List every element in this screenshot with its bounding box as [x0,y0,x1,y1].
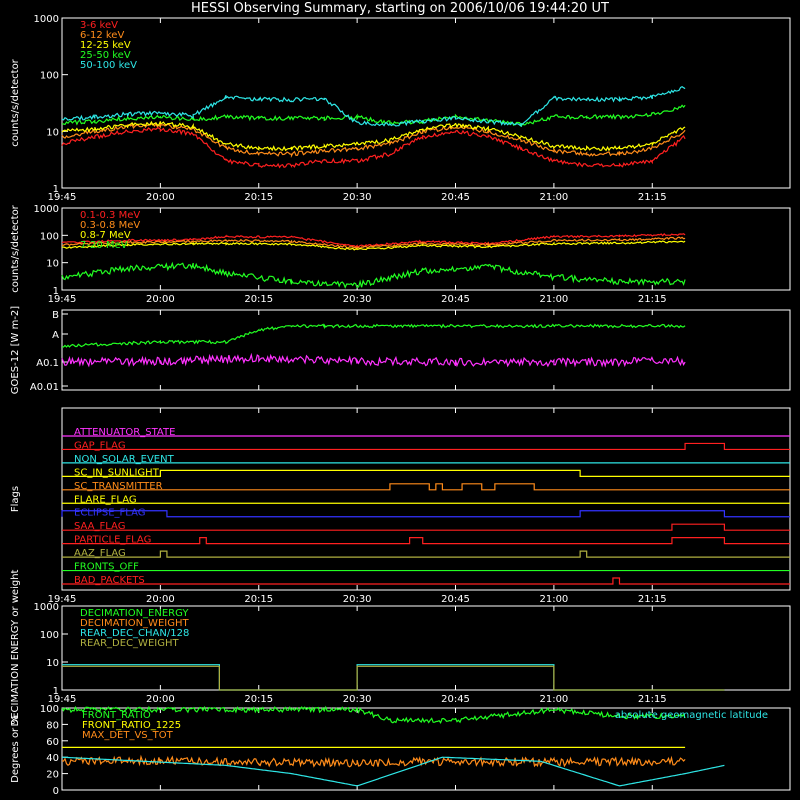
y-axis-label: Degrees or % [10,715,21,783]
y-tick-label: B [52,310,59,321]
y-tick-label: 10 [46,127,59,138]
x-tick-label: 20:30 [343,694,372,705]
panel-frame-1 [62,18,790,188]
x-tick-label: 20:15 [244,594,273,605]
series-line-goes [62,355,685,366]
flag-line [62,578,790,584]
x-tick-label: 21:00 [539,294,568,305]
x-tick-label: 21:15 [638,294,667,305]
legend-entry: MAX_DET_VS_TOT [82,730,174,741]
x-tick-label: 21:15 [638,694,667,705]
panel-frame-2 [62,208,790,290]
y-tick-label: 1 [53,184,59,195]
flag-line [62,524,790,530]
flag-line [62,443,790,449]
flag-line [62,484,790,490]
y-tick-label: 1000 [34,602,59,613]
y-tick-label: 60 [46,737,59,748]
flag-label: ECLIPSE_FLAG [74,508,145,519]
x-tick-label: 21:00 [539,594,568,605]
y-axis-label: Flags [10,486,21,512]
x-tick-label: 20:15 [244,192,273,203]
y-tick-label: 20 [46,770,59,781]
y-tick-label: 1 [53,286,59,297]
y-tick-label: 1 [53,686,59,697]
y-tick-label: 80 [46,720,59,731]
series-line-0-1-0-3-MeV [62,234,685,247]
x-tick-label: 21:15 [638,594,667,605]
x-tick-label: 20:45 [441,694,470,705]
x-tick-label: 20:00 [146,294,175,305]
series-line-decimation [62,666,724,690]
annotation: absolute geomagnetic latitude [615,710,768,721]
x-tick-label: 21:00 [539,694,568,705]
y-tick-label: 100 [40,704,59,715]
y-tick-label: 1000 [34,14,59,25]
y-tick-label: 10 [46,658,59,669]
series-line-decimation [62,665,724,690]
y-axis-label: counts/s/detector [10,204,21,292]
y-axis-label: DECIMATION ENERGY or weight [10,569,21,726]
x-tick-label: 20:45 [441,594,470,605]
x-tick-label: 20:30 [343,192,372,203]
y-tick-label: 100 [40,231,59,242]
y-tick-label: 40 [46,753,59,764]
y-tick-label: 10 [46,259,59,270]
x-tick-label: 20:15 [244,694,273,705]
legend-entry: 50-100 keV [80,60,137,71]
x-tick-label: 21:15 [638,192,667,203]
x-tick-label: 20:30 [343,594,372,605]
x-tick-label: 20:45 [441,192,470,203]
series-line-goes [62,325,685,348]
x-tick-label: 20:00 [146,694,175,705]
series-line-12-25-keV [62,121,685,150]
y-tick-label: 0 [53,786,59,797]
y-tick-label: 100 [40,630,59,641]
y-axis-label: counts/s/detector [10,58,21,146]
flag-line [62,470,790,476]
y-tick-label: A0.1 [36,358,59,369]
legend-entry: REAR_DEC_WEIGHT [80,638,179,649]
x-tick-label: 20:45 [441,294,470,305]
y-tick-label: A0.01 [30,382,59,393]
flag-line [62,511,790,517]
y-axis-label: GOES-12 [W m-2] [10,306,21,394]
y-tick-label: A [52,330,59,341]
legend-entry: 7-20 MeV [80,240,128,251]
y-tick-label: 1000 [34,204,59,215]
x-tick-label: 20:30 [343,294,372,305]
flag-line [62,551,790,557]
x-tick-label: 20:15 [244,294,273,305]
x-tick-label: 21:00 [539,192,568,203]
x-tick-label: 20:00 [146,594,175,605]
panel-frame-3 [62,310,790,390]
y-tick-label: 100 [40,71,59,82]
x-tick-label: 20:00 [146,192,175,203]
series-line-7-20-MeV [62,263,685,287]
flag-line [62,538,790,544]
